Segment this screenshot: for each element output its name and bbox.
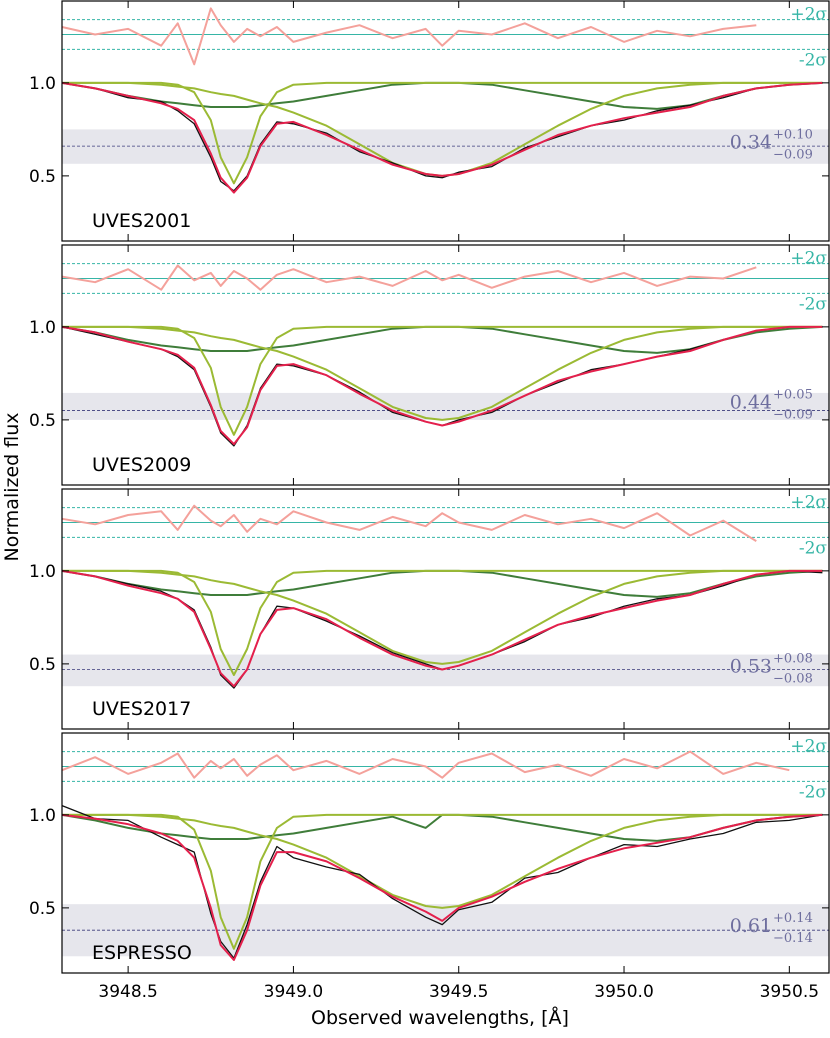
spectrum-line [61, 7, 757, 66]
coverage-band [62, 392, 829, 420]
panel-frame [61, 488, 830, 730]
x-axis-label: Observed wavelengths, [Å] [311, 1006, 569, 1029]
spectrum-line [61, 569, 823, 688]
annotation-value: 0.44 [730, 391, 772, 413]
spectrum-line [62, 813, 823, 950]
sigma-label: +2σ [790, 249, 827, 269]
y-tick-label: 0.5 [29, 899, 56, 919]
annotation-value: 0.53 [730, 655, 772, 677]
x-tick-label: 3950.0 [594, 982, 653, 1002]
panel-label: ESPRESSO [92, 942, 192, 964]
y-tick-label: 0.5 [29, 655, 56, 675]
y-tick-label: 1.0 [29, 806, 56, 826]
panel-label: UVES2001 [92, 210, 191, 232]
annotation-plus: +0.05 [773, 387, 813, 402]
y-tick-label: 0.5 [29, 411, 56, 431]
panel-frame [61, 244, 830, 486]
annotation-plus: +0.08 [773, 651, 813, 666]
sigma-label: -2σ [799, 50, 828, 70]
sigma-label: -2σ [799, 782, 828, 802]
y-tick-label: 1.0 [29, 318, 56, 338]
spectrum-line [61, 81, 823, 194]
sigma-label: -2σ [799, 538, 828, 558]
spectrum-line [61, 264, 757, 291]
spectrum-line [62, 325, 823, 421]
spectrum-line [62, 81, 823, 177]
coverage-band [62, 654, 829, 687]
annotation-plus: +0.10 [773, 128, 813, 143]
spectrum-line [61, 570, 823, 689]
annotation-minus: −0.08 [773, 671, 813, 686]
x-tick-label: 3949.0 [264, 982, 323, 1002]
panel-frame [61, 0, 830, 242]
x-tick-label: 3950.5 [760, 982, 819, 1002]
x-tick-label: 3948.5 [98, 982, 157, 1002]
annotation-value: 0.34 [730, 132, 772, 154]
spectrum-line [62, 569, 823, 665]
spectrum-line [61, 81, 823, 110]
spectrum-line [61, 504, 757, 542]
y-axis-label: Normalized flux [1, 412, 23, 561]
spectrum-line [61, 813, 823, 961]
panel-label: UVES2017 [92, 698, 191, 720]
annotation-minus: −0.14 [773, 931, 813, 946]
sigma-label: +2σ [790, 5, 827, 25]
y-tick-label: 1.0 [29, 562, 56, 582]
spectrum-line [62, 325, 823, 436]
sigma-label: +2σ [790, 493, 827, 513]
y-tick-label: 0.5 [29, 167, 56, 187]
annotation-plus: +0.14 [773, 911, 813, 926]
spectrum-line [62, 81, 823, 185]
spectrum-line [61, 569, 823, 598]
annotation-value: 0.61 [730, 915, 772, 937]
spectrum-line [61, 750, 790, 779]
annotation-minus: −0.09 [773, 407, 813, 422]
spectrum-line [61, 325, 823, 446]
spectrum-line [61, 325, 823, 354]
coverage-band [62, 129, 829, 164]
sigma-label: +2σ [790, 737, 827, 757]
annotation-minus: −0.09 [773, 148, 813, 163]
sigma-label: -2σ [799, 294, 828, 314]
x-tick-label: 3949.5 [429, 982, 488, 1002]
y-tick-label: 1.0 [29, 74, 56, 94]
panel-frame [61, 732, 830, 974]
spectrum-line [61, 813, 823, 842]
spectrum-line [62, 813, 823, 909]
spectrum-line [62, 569, 823, 676]
panel-label: UVES2009 [92, 454, 191, 476]
